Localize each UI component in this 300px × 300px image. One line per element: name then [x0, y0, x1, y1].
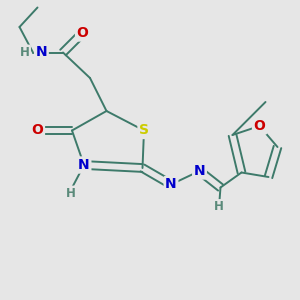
Text: H: H [214, 200, 224, 214]
Text: N: N [165, 178, 177, 191]
Text: H: H [66, 187, 75, 200]
Text: H: H [20, 46, 29, 59]
Text: S: S [139, 124, 149, 137]
Text: O: O [254, 119, 266, 133]
Text: N: N [78, 158, 90, 172]
Text: O: O [32, 124, 44, 137]
Text: N: N [194, 164, 205, 178]
Text: O: O [76, 26, 88, 40]
Text: N: N [36, 46, 47, 59]
